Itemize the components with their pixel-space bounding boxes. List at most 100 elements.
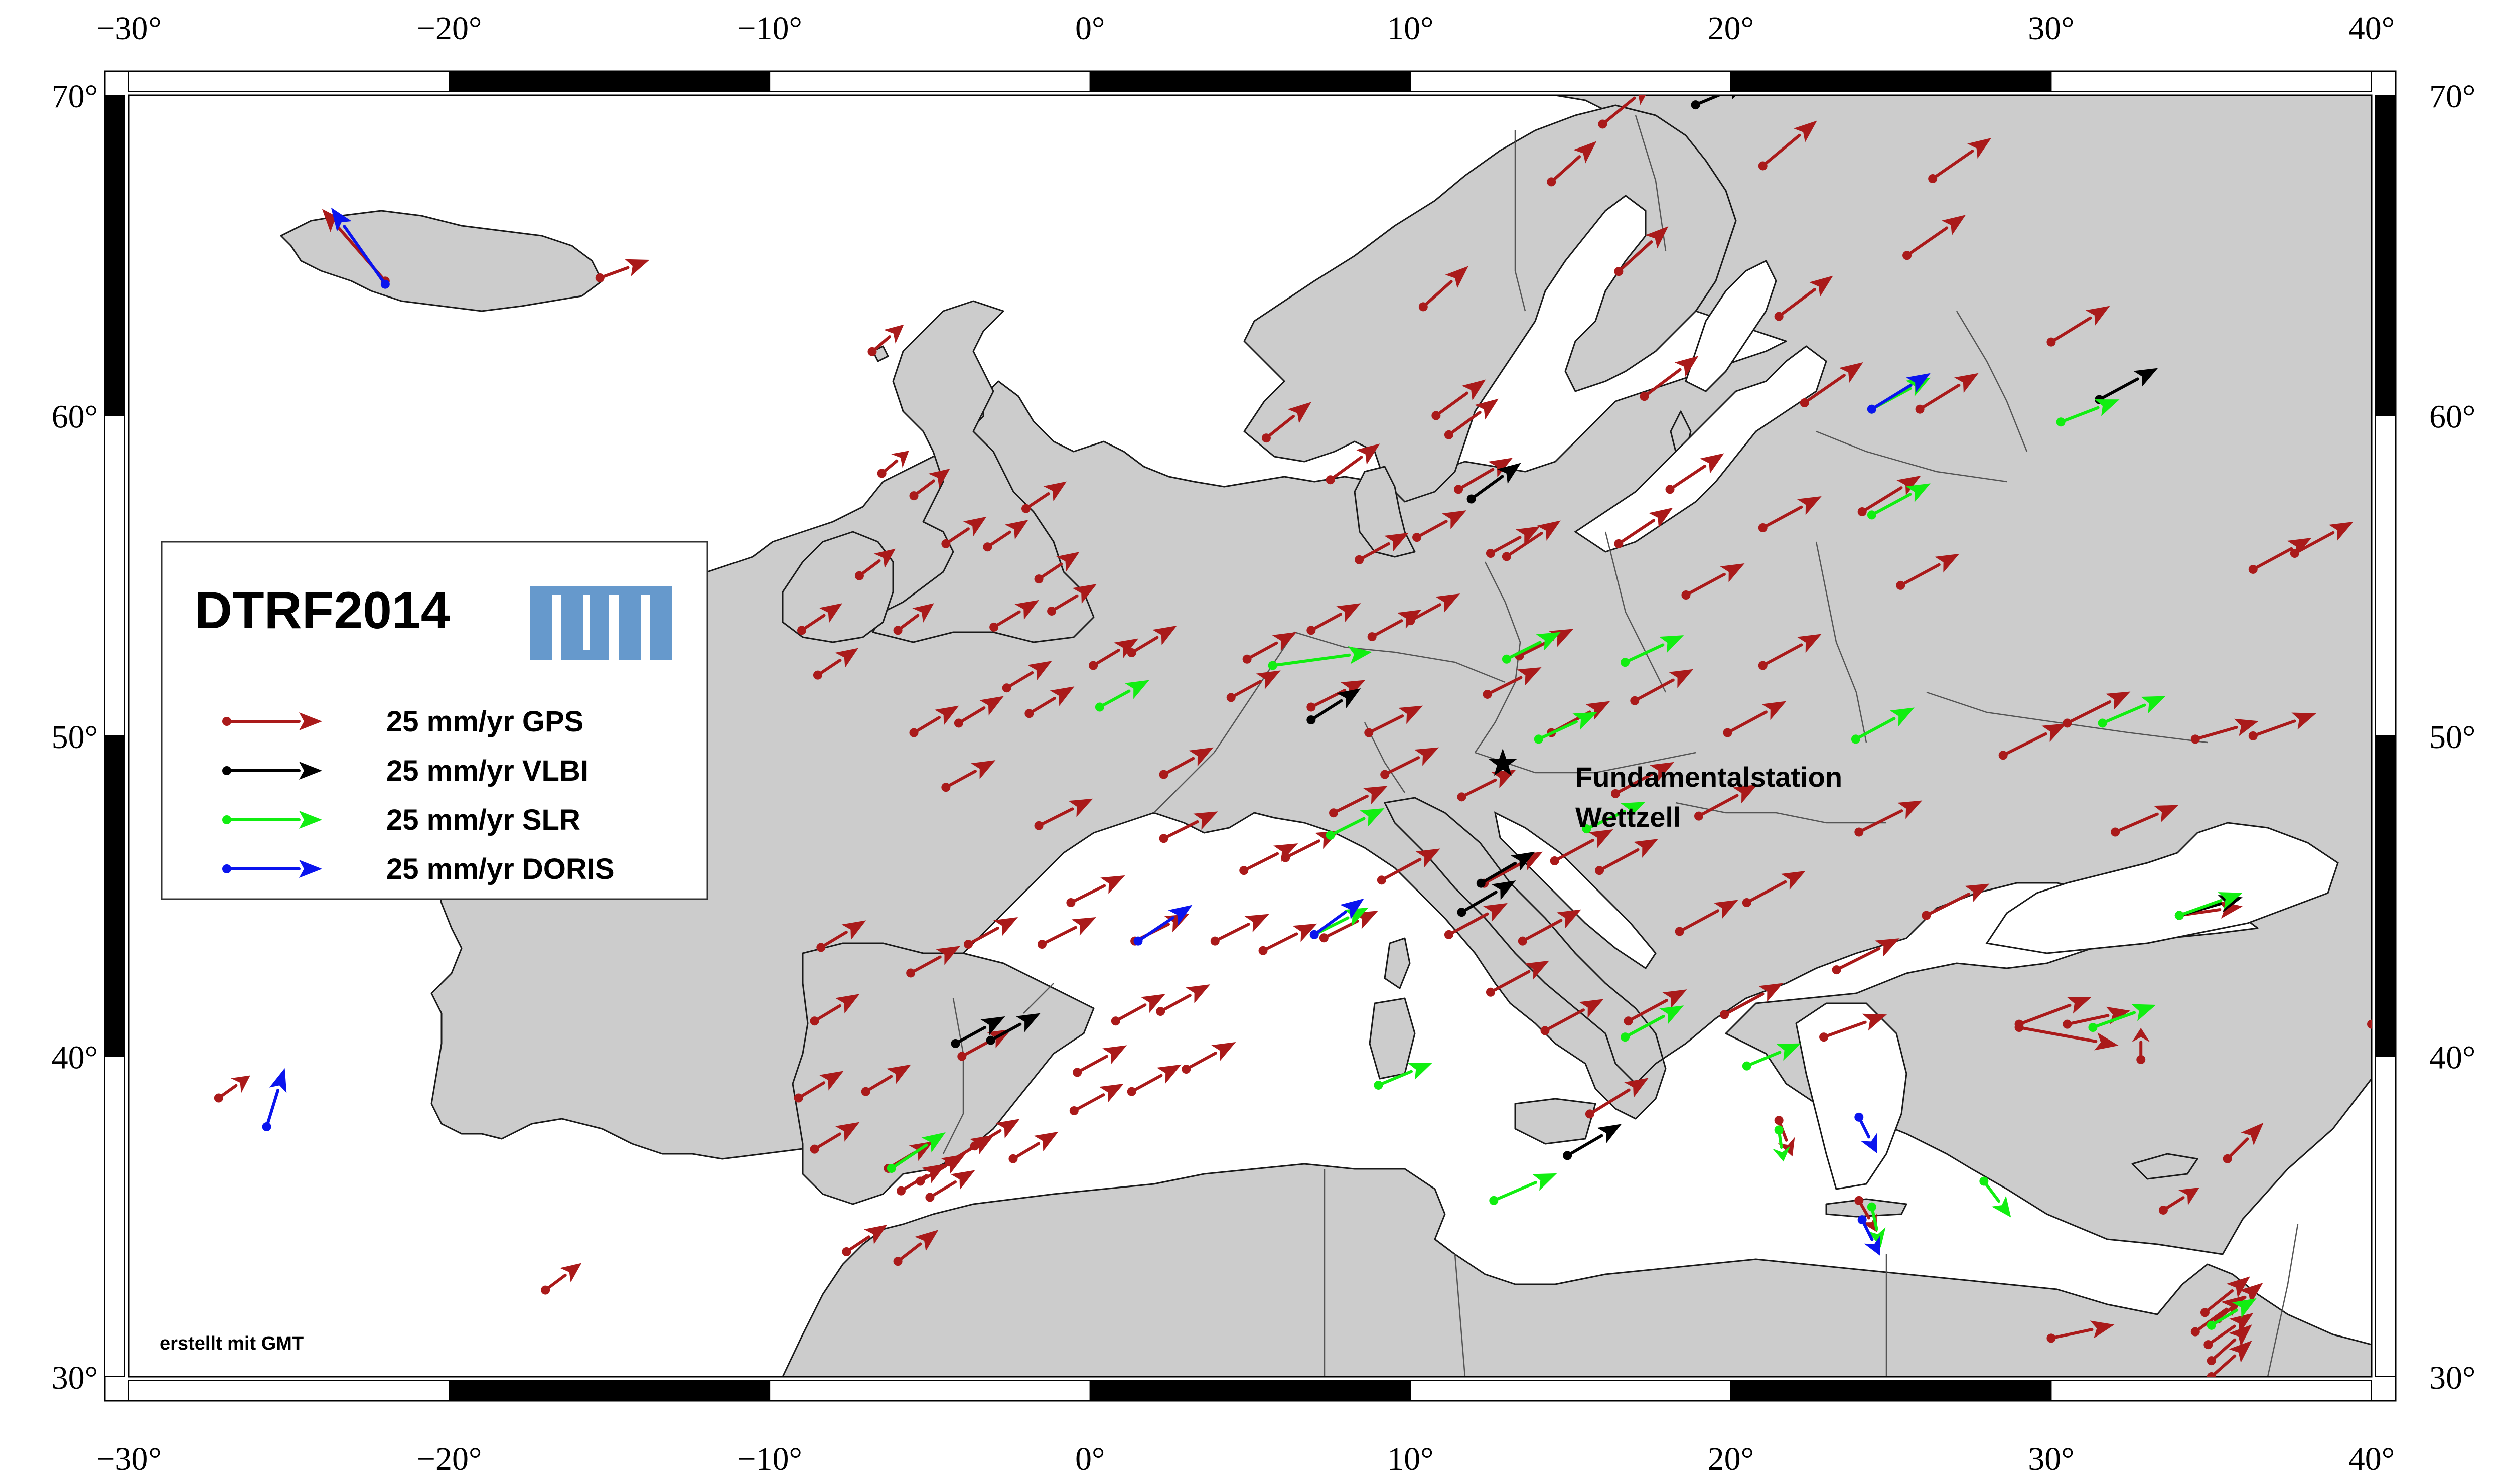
arrow-gps: [1034, 552, 1080, 584]
arrow-doris: [1133, 905, 1193, 946]
arrow-gps: [1326, 443, 1380, 485]
arrow-gps: [595, 259, 650, 282]
tick-label-bottom: −30°: [96, 1441, 162, 1477]
arrow-gps: [970, 1119, 1020, 1151]
arrow-gps: [2063, 691, 2131, 728]
arrow-gps: [1598, 95, 1646, 129]
arrow-gps: [854, 548, 896, 580]
arrow-gps: [983, 520, 1028, 552]
arrow-gps: [1008, 1131, 1059, 1163]
arrow-gps: [1261, 402, 1311, 443]
tick-label-left: 70°: [52, 78, 98, 115]
arrow-gps: [1159, 747, 1214, 779]
arrow-gps: [1610, 762, 1674, 798]
arrow-gps: [861, 1064, 911, 1096]
arrow-slr: [1979, 1176, 2011, 1218]
arrow-gps: [1742, 871, 1806, 908]
land-cyprus: [2131, 1153, 2198, 1180]
arrow-slr: [2088, 1004, 2156, 1032]
tick-label-right: 40°: [2429, 1040, 2475, 1076]
arrow-vlbi: [1563, 1124, 1622, 1160]
arrow-vlbi: [986, 1013, 1041, 1045]
arrow-slr: [1326, 808, 1385, 840]
arrow-gps: [1418, 266, 1468, 312]
map-frame: [104, 70, 2397, 1402]
arrow-gps: [896, 1163, 946, 1196]
land-iceland: [280, 210, 603, 312]
star-icon: [1488, 748, 1517, 776]
frame-inner: [128, 94, 2373, 1378]
arrow-gps: [1800, 362, 1863, 407]
arrow-vlbi: [1691, 95, 1736, 110]
arrow-gps: [2111, 805, 2179, 837]
arrow-slr: [2174, 892, 2243, 920]
arrow-gps: [893, 603, 934, 635]
frame-bar-left: [104, 735, 125, 1057]
frame-bar-bottom: [1089, 1380, 1411, 1401]
arrow-gps: [1037, 917, 1096, 949]
arrow-gps: [1518, 909, 1581, 946]
legend-arrow: [222, 762, 322, 780]
arrow-gps: [797, 603, 842, 635]
arrow-vlbi: [1466, 463, 1521, 504]
arrow-gps: [1454, 458, 1513, 494]
velocity-arrows: [214, 95, 2372, 1377]
arrow-gps: [1486, 960, 1549, 997]
arrow-slr: [2207, 1298, 2257, 1330]
aegean-sea: [1795, 1002, 1907, 1190]
arrow-gps: [2248, 537, 2312, 574]
frame-bar-top: [769, 71, 1091, 92]
arrow-gps: [1614, 507, 1673, 548]
tick-label-top: 20°: [1708, 10, 1754, 47]
land-sicily: [1514, 1098, 1596, 1145]
arrow-gps: [964, 917, 1018, 949]
arrow-gps: [909, 469, 950, 501]
arrow-gps: [1624, 989, 1687, 1026]
tick-label-bottom: 10°: [1387, 1441, 1433, 1477]
arrow-gps: [1595, 839, 1659, 875]
arrow-gps: [1156, 984, 1211, 1016]
border-layer: [942, 115, 2299, 1377]
arrow-gps: [1412, 510, 1467, 542]
legend-label: 25 mm/yr DORIS: [386, 853, 615, 885]
arrow-gps: [2046, 306, 2110, 347]
arrow-gps: [1380, 747, 1439, 779]
arrow-gps: [1720, 983, 1784, 1019]
arrow-gps: [842, 1224, 888, 1256]
arrow-gps: [2248, 712, 2316, 740]
tick-label-top: 0°: [1075, 10, 1105, 47]
arrow-gps: [1854, 800, 1923, 837]
arrow-slr: [1851, 707, 1915, 744]
arrow-gps: [2190, 718, 2259, 744]
arrow-gps: [1758, 496, 1822, 532]
arrow-gps: [1047, 583, 1097, 616]
arrow-gps: [1127, 625, 1177, 657]
arrow-gps: [867, 324, 904, 356]
legend-items: 25 mm/yr GPS 25 mm/yr VLBI 25 mm/yr SLR 25 …: [222, 705, 615, 885]
arrow-gps: [2203, 1313, 2254, 1350]
frame-bar-top: [1410, 71, 1731, 92]
tick-label-right: 70°: [2429, 78, 2475, 115]
arrow-gps: [1922, 883, 1990, 920]
arrow-gps: [1242, 632, 1297, 664]
frame-bar-right: [2375, 415, 2396, 736]
arrow-gps: [1928, 138, 1992, 184]
arrow-gps: [2223, 1122, 2264, 1163]
arrow-gps: [1550, 829, 1613, 866]
arrow-gps: [954, 696, 1004, 728]
arrow-doris: [331, 207, 390, 289]
arrow-gps: [1444, 903, 1508, 939]
frame-bar-right: [2375, 95, 2396, 416]
land-crete: [1825, 1198, 1907, 1218]
arrow-gps: [1069, 1084, 1124, 1116]
arrow-vlbi: [951, 1016, 1005, 1048]
arrow-gps: [1210, 914, 1269, 946]
land-corsica: [1384, 937, 1411, 989]
arrow-slr: [1582, 802, 1646, 834]
legend-item: 25 mm/yr GPS: [222, 705, 583, 738]
arrow-gps: [1915, 373, 1979, 414]
tick-label-left: 40°: [52, 1040, 98, 1076]
arrow-gps: [2132, 1027, 2150, 1064]
tick-label-left: 60°: [52, 399, 98, 435]
